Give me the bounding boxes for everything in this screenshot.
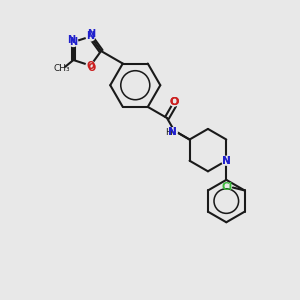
- Circle shape: [86, 32, 95, 41]
- Circle shape: [170, 97, 179, 106]
- Text: O: O: [169, 97, 179, 107]
- Text: O: O: [86, 61, 94, 70]
- Text: O: O: [169, 97, 179, 107]
- Circle shape: [222, 156, 231, 165]
- Circle shape: [69, 38, 78, 46]
- Text: N: N: [67, 35, 75, 45]
- Text: N: N: [86, 32, 94, 41]
- Text: O: O: [88, 63, 96, 73]
- Text: CH₃: CH₃: [53, 64, 70, 73]
- Text: Cl: Cl: [222, 182, 233, 192]
- Text: N: N: [222, 156, 231, 166]
- Text: H: H: [166, 128, 172, 137]
- Text: N: N: [168, 127, 177, 137]
- Text: N: N: [222, 156, 231, 166]
- Circle shape: [168, 128, 177, 136]
- Text: N: N: [168, 127, 177, 137]
- Text: N: N: [69, 37, 77, 47]
- Circle shape: [86, 61, 95, 70]
- Text: N: N: [87, 29, 95, 39]
